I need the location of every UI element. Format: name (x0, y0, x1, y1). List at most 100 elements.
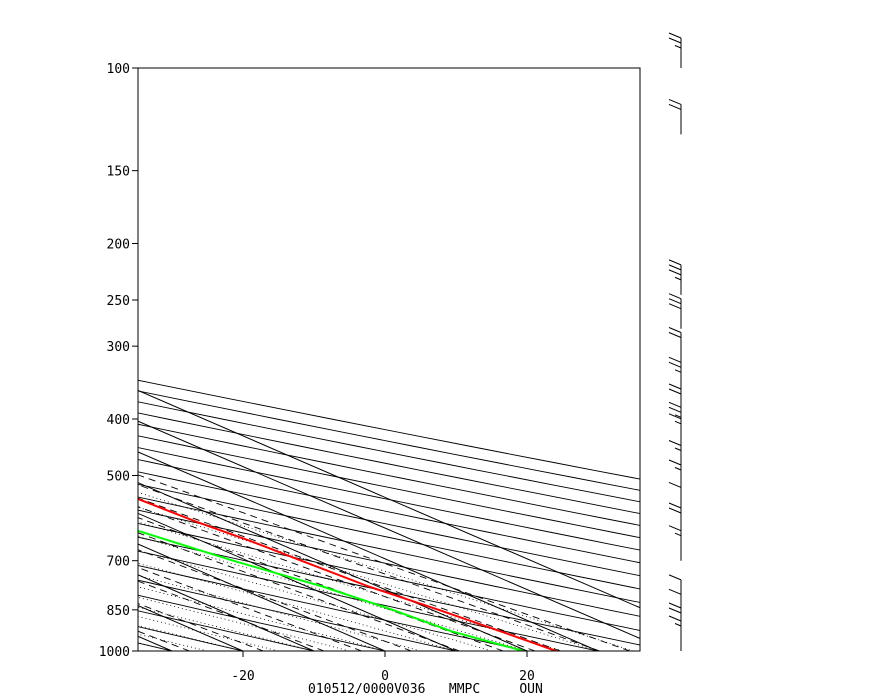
mixing-ratio-line (138, 484, 600, 651)
temperature-point (300, 559, 303, 562)
mixing-ratio-line (138, 474, 630, 651)
dry-adiabat-line (138, 401, 640, 503)
isotherm-line (0, 68, 30, 651)
dry-adiabat-line (138, 550, 599, 651)
temperature-point (438, 608, 440, 611)
mixing-ratio-line (138, 532, 460, 651)
pressure-tick-label: 250 (107, 294, 130, 309)
pressure-tick-label: 700 (107, 555, 130, 570)
wind-barb-half-flag (674, 45, 682, 49)
wind-barb-flag (668, 356, 682, 363)
wind-barb-flag (668, 383, 682, 390)
wind-barb-flag (668, 303, 682, 310)
wind-barb-half-flag (674, 369, 682, 373)
moist-adiabat-line (138, 606, 315, 651)
wind-barb-flag (668, 525, 682, 532)
pressure-tick-label: 500 (107, 469, 130, 484)
pressure-tick-label: 850 (107, 604, 130, 619)
dewpoint-line (138, 529, 524, 651)
wind-barb-flag (668, 406, 682, 413)
wind-barb-flag (668, 327, 682, 333)
pressure-tick-label: 150 (107, 165, 130, 180)
dry-adiabat-line (138, 459, 640, 564)
wind-barb-flag (668, 332, 682, 338)
dewpoint-point (108, 521, 110, 523)
dry-adiabat-line (138, 423, 640, 526)
dry-adiabat-line (138, 594, 386, 651)
temperature-tick-label: 0 (381, 669, 389, 684)
dewpoint-point (391, 608, 394, 611)
isotherm-line (138, 635, 173, 651)
dewpoint-point (321, 585, 324, 588)
wind-barb-half-flag (674, 414, 682, 418)
wind-barb (668, 525, 682, 561)
plot-frame (137, 67, 641, 652)
wind-barb-flag (668, 32, 682, 39)
sounding-traces (20, 475, 558, 651)
wind-barb-half-flag (674, 276, 682, 281)
temperature-point (499, 630, 502, 633)
dry-adiabat-line (138, 642, 173, 651)
dewpoint-point (450, 630, 453, 633)
moist-adiabat-line (138, 575, 421, 651)
wind-barb-half-flag (674, 467, 682, 471)
temperature-point (69, 475, 71, 477)
temperature-line (138, 497, 557, 651)
temperature-tick-label: 20 (519, 669, 535, 684)
mixing-ratio-line (138, 497, 561, 651)
wind-barb-flag (668, 459, 682, 466)
wind-barb (668, 383, 682, 420)
wind-barb (668, 459, 682, 495)
mixing-ratio-line (138, 567, 362, 651)
wind-barb-half-flag (674, 623, 682, 627)
wind-barb (668, 440, 682, 476)
wind-barb-flag (668, 574, 682, 581)
dry-adiabat-line (138, 483, 640, 590)
pressure-tick-label: 400 (107, 413, 130, 428)
moist-adiabat-line (138, 616, 279, 651)
pressure-tick-label: 100 (107, 62, 130, 77)
wind-barb-flag (668, 502, 682, 509)
temperature-point (367, 585, 370, 588)
pressure-tick-label: 200 (107, 238, 130, 253)
pressure-tick-label: 1000 (99, 645, 130, 660)
moist-adiabat-line (138, 563, 457, 651)
wind-barb (668, 98, 682, 135)
wind-barb (668, 615, 682, 651)
wind-barb-flag (668, 98, 682, 105)
dewpoint-point (20, 499, 22, 501)
wind-barb-flag (668, 298, 682, 305)
wind-barb-flag (668, 259, 682, 266)
wind-barb-flag (668, 440, 682, 446)
moist-adiabat-line (138, 506, 599, 651)
wind-barb-flag (668, 361, 682, 368)
isotherm-line (138, 389, 640, 609)
wind-barb-flag (668, 588, 682, 595)
wind-barb-half-flag (674, 420, 682, 425)
dry-adiabat-line (138, 390, 640, 491)
moist-adiabat-line (138, 491, 634, 651)
pressure-tick-label: 300 (107, 340, 130, 355)
wind-barb-flag (668, 413, 682, 420)
mixing-ratio-line (138, 549, 412, 651)
dry-adiabat-line (138, 522, 640, 631)
wind-barb (668, 293, 682, 329)
moist-adiabat-line (138, 642, 173, 651)
wind-barb-flag (668, 269, 682, 276)
mixing-ratio-line (138, 580, 325, 651)
isotherm-line (138, 482, 528, 651)
chart-footer: 010512/0000V036 MMPC OUN (308, 682, 543, 697)
wind-barb (668, 327, 682, 363)
wind-barb-half-flag (674, 532, 682, 537)
wind-barb (668, 502, 682, 539)
dry-adiabat-line (138, 565, 528, 651)
chart-ticks: 100 150 200 250 300 400 500 700 850 1000 -20 0 20 (99, 62, 535, 684)
wind-barb (668, 356, 682, 393)
isotherm-line (138, 574, 315, 651)
isotherm-line (0, 68, 101, 651)
chart-grid (0, 68, 640, 651)
wind-barb-flag (668, 401, 682, 408)
isotherm-line (138, 512, 457, 651)
wind-barb-flag (668, 388, 682, 395)
temperature-point (252, 541, 254, 543)
